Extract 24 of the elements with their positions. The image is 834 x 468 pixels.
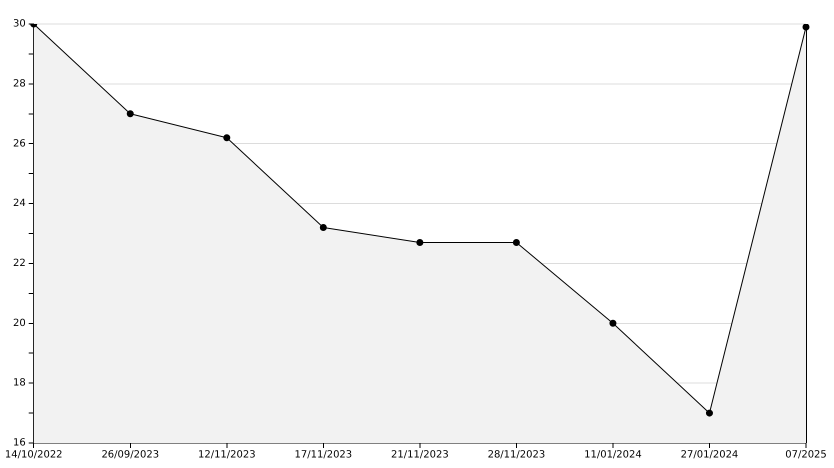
point bbox=[609, 320, 616, 327]
point bbox=[512, 238, 520, 246]
x-tick-label: 21/11/2023 bbox=[391, 450, 449, 461]
point bbox=[126, 110, 134, 118]
y-tick-label: 22 bbox=[12, 258, 26, 270]
y-tick-label: 24 bbox=[12, 198, 26, 210]
y-tick-label: 28 bbox=[12, 78, 26, 90]
y-tick-label: 20 bbox=[12, 318, 26, 329]
y-tick-label: 26 bbox=[12, 138, 26, 150]
x-tick-label: 27/01/2024 bbox=[680, 450, 738, 461]
x-tick-label: 11/01/2024 bbox=[584, 450, 642, 461]
point bbox=[706, 410, 713, 417]
point bbox=[223, 134, 230, 142]
x-tick-label: 26/09/2023 bbox=[101, 450, 160, 461]
y-tick-label: 16 bbox=[12, 438, 26, 449]
x-tick-label: 07/2025 bbox=[785, 450, 827, 461]
x-tick-label: 14/10/2022 bbox=[4, 450, 63, 461]
x-tick-label: 28/11/2023 bbox=[488, 450, 546, 461]
y-tick-label: 18 bbox=[12, 378, 26, 389]
x-tick-label: 17/11/2023 bbox=[294, 450, 352, 461]
y-tick-label: 30 bbox=[12, 18, 26, 30]
point bbox=[320, 224, 327, 232]
point bbox=[416, 238, 424, 246]
x-tick-label: 12/11/2023 bbox=[198, 450, 256, 461]
